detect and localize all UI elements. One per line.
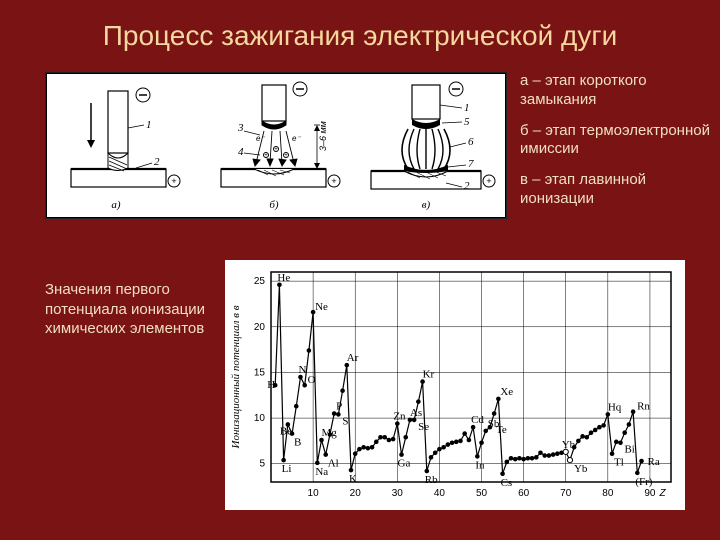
svg-text:S: S <box>342 415 348 427</box>
label-3: 3 <box>237 122 244 134</box>
svg-text:Mg: Mg <box>322 427 338 439</box>
subfig-b-label: б) <box>269 199 279 211</box>
svg-text:Hq: Hq <box>608 401 622 413</box>
label-2a: 2 <box>154 156 160 168</box>
svg-text:+: + <box>486 176 491 186</box>
ionization-potential-chart: 10 20 30 40 50 60 70 80 90Z 5 10 15 20 25 Ионизационны… <box>225 260 685 510</box>
svg-text:50: 50 <box>476 488 488 499</box>
subfig-a-label: а) <box>111 199 121 211</box>
svg-text:30: 30 <box>392 488 404 499</box>
svg-text:Kr: Kr <box>423 369 435 381</box>
svg-text:Ga: Ga <box>398 458 411 470</box>
svg-text:40: 40 <box>434 488 446 499</box>
svg-text:+: + <box>264 153 268 159</box>
legend-b: б – этап термоэлектронной имиссии <box>520 122 710 160</box>
svg-text:(Fr): (Fr) <box>635 476 652 488</box>
svg-text:Bi: Bi <box>624 444 634 456</box>
svg-text:60: 60 <box>518 488 530 499</box>
svg-text:Li: Li <box>282 463 292 475</box>
svg-text:Na: Na <box>315 466 328 478</box>
svg-text:+: + <box>274 147 278 153</box>
svg-text:+: + <box>171 176 176 186</box>
svg-text:+: + <box>284 153 288 159</box>
svg-text:10: 10 <box>254 413 266 424</box>
svg-text:Rn: Rn <box>637 401 650 413</box>
svg-text:15: 15 <box>254 367 266 378</box>
svg-text:As: As <box>410 407 422 419</box>
label-1a: 1 <box>146 119 152 131</box>
svg-text:Ra: Ra <box>648 456 660 468</box>
svg-text:O: O <box>308 374 316 386</box>
svg-text:Cs: Cs <box>501 477 513 489</box>
svg-text:Yb: Yb <box>574 463 588 475</box>
svg-text:Tl: Tl <box>614 457 624 469</box>
svg-text:е⁻: е⁻ <box>256 134 265 143</box>
legend-c: в – этап лавинной ионизации <box>520 171 710 209</box>
svg-text:Cd: Cd <box>471 414 484 426</box>
label-5: 5 <box>464 116 470 128</box>
svg-text:In: In <box>475 459 485 471</box>
label-6: 6 <box>468 136 474 148</box>
dim-label: 3–6 мм <box>318 121 328 151</box>
diagram-legend: а – этап короткого замыкания б – этап те… <box>520 72 710 221</box>
svg-text:Se: Se <box>418 421 429 433</box>
svg-text:е⁻: е⁻ <box>292 134 301 143</box>
svg-text:Xe: Xe <box>500 386 513 398</box>
svg-text:B: B <box>294 437 301 449</box>
svg-text:K: K <box>349 473 357 485</box>
svg-text:5: 5 <box>259 459 265 470</box>
svg-text:20: 20 <box>254 322 266 333</box>
svg-text:Yb: Yb <box>562 439 576 451</box>
svg-text:Ионизационный потенциал в в: Ионизационный потенциал в в <box>230 305 242 449</box>
chart-caption: Значения первого потенциала ионизации хи… <box>45 280 210 339</box>
svg-text:Z: Z <box>659 488 667 499</box>
svg-text:80: 80 <box>602 488 614 499</box>
svg-text:+: + <box>331 176 336 186</box>
svg-text:Ar: Ar <box>347 352 359 364</box>
svg-text:20: 20 <box>350 488 362 499</box>
svg-text:P: P <box>336 401 342 413</box>
svg-text:Zn: Zn <box>393 411 406 423</box>
svg-text:10: 10 <box>308 488 320 499</box>
svg-text:25: 25 <box>254 276 266 287</box>
svg-text:Rb: Rb <box>425 474 438 486</box>
svg-text:Te: Te <box>496 424 507 436</box>
arc-ignition-diagram: + 1 2 <box>45 72 507 219</box>
subfig-c-label: в) <box>422 199 431 211</box>
label-2c: 2 <box>464 180 470 192</box>
page-title: Процесс зажигания электрической дуги <box>0 20 720 52</box>
svg-text:70: 70 <box>560 488 572 499</box>
label-7: 7 <box>468 158 474 170</box>
svg-text:Al: Al <box>328 458 339 470</box>
svg-text:Ne: Ne <box>315 301 328 313</box>
label-1c: 1 <box>464 102 470 114</box>
svg-text:N: N <box>298 364 306 376</box>
svg-text:H: H <box>267 379 275 391</box>
legend-a: а – этап короткого замыкания <box>520 72 710 110</box>
label-4: 4 <box>238 146 244 158</box>
svg-text:He: He <box>277 272 290 284</box>
svg-text:90: 90 <box>644 488 656 499</box>
svg-text:Be: Be <box>280 425 292 437</box>
